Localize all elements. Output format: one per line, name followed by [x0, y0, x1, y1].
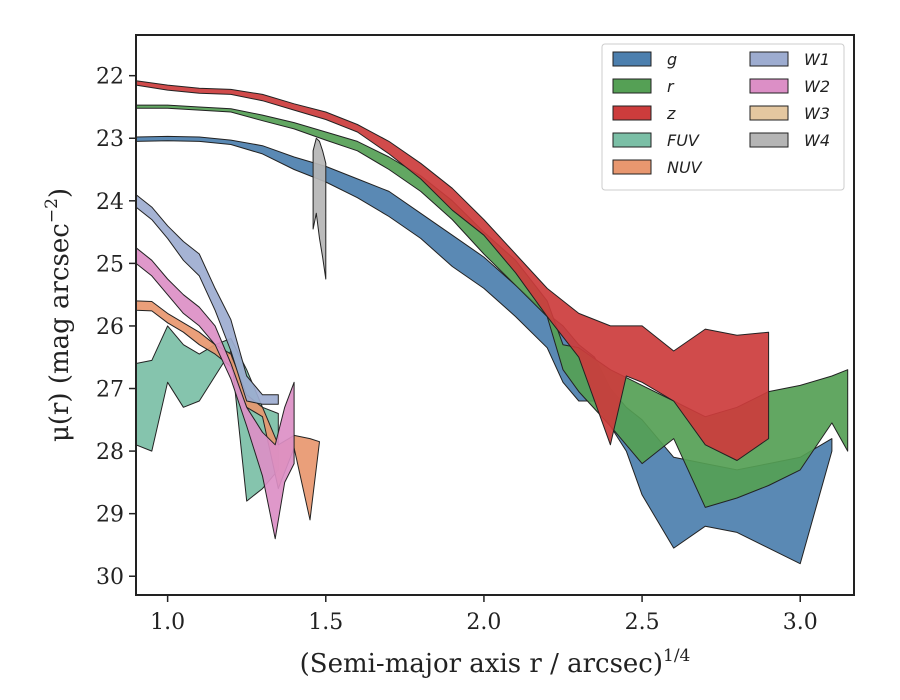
series-bands — [136, 80, 849, 565]
band-w1 — [136, 194, 279, 405]
legend-swatch-z — [612, 105, 652, 121]
legend-label-w1: W1 — [804, 50, 830, 69]
legend-label-r: r — [667, 77, 675, 96]
x-axis-label-exponent: 1/4 — [663, 646, 690, 666]
y-tick-label: 22 — [96, 65, 124, 90]
y-tick-label: 27 — [96, 378, 124, 403]
legend-swatch-w2 — [749, 78, 789, 94]
legend-swatch-w3 — [749, 105, 789, 121]
x-tick-label: 1.5 — [308, 610, 343, 635]
band-z — [136, 80, 770, 461]
y-tick-label: 30 — [96, 565, 124, 590]
band-w2 — [136, 247, 295, 540]
y-axis-label: μ(r) (mag arcsec−2) — [42, 188, 75, 442]
legend-label-w2: W2 — [804, 77, 830, 96]
y-tick-label: 25 — [96, 252, 124, 277]
y-tick-label: 29 — [96, 503, 124, 528]
legend-label-fuv: FUV — [667, 131, 700, 150]
x-axis-label: (Semi-major axis r / arcsec)1/4 — [300, 646, 691, 679]
legend-swatch-fuv — [612, 132, 652, 148]
legend-label-w4: W4 — [804, 131, 830, 150]
legend-swatch-w4 — [749, 132, 789, 148]
band-g — [136, 135, 833, 565]
plot-frame — [135, 34, 855, 596]
legend-swatch-r — [612, 78, 652, 94]
legend-label-g: g — [667, 50, 677, 69]
legend-label-nuv: NUV — [667, 158, 703, 177]
legend-swatch-g — [612, 51, 652, 67]
x-tick-label: 2.0 — [466, 610, 501, 635]
y-axis-label-exponent: −2 — [42, 198, 62, 223]
band-w4 — [312, 137, 327, 280]
y-tick-label: 28 — [96, 440, 124, 465]
y-tick-label: 24 — [96, 190, 124, 215]
y-axis-ticks: 22 23 24 25 26 27 28 29 30 — [96, 65, 136, 590]
y-tick-label: 26 — [96, 315, 124, 340]
x-axis-ticks: 1.0 1.5 2.0 2.5 3.0 — [150, 595, 818, 635]
legend-swatch-w1 — [749, 51, 789, 67]
y-tick-label: 23 — [96, 127, 124, 152]
x-tick-label: 1.0 — [150, 610, 185, 635]
x-tick-label: 3.0 — [783, 610, 818, 635]
band-r — [136, 104, 849, 508]
x-tick-label: 2.5 — [625, 610, 660, 635]
legend: grz FUV NUV W1 W2 W3 W4 — [601, 43, 845, 191]
legend-swatch-nuv — [612, 159, 652, 175]
legend-label-z: z — [666, 104, 676, 123]
legend-label-w3: W3 — [804, 104, 830, 123]
